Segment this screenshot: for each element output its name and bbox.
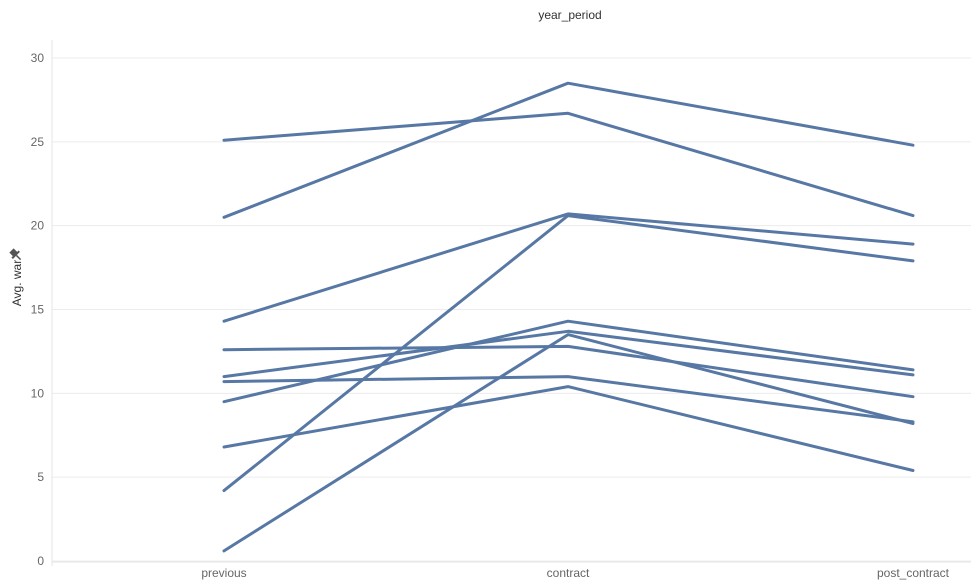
chart-title: year_period [538,8,602,22]
y-axis: 0 5 10 15 20 25 30 [31,40,53,568]
y-tick-label: 0 [37,554,44,568]
x-tick-label-contract: contract [547,566,590,580]
series-line-5[interactable] [222,329,915,379]
series-line-2[interactable] [222,81,915,219]
series-line-10[interactable] [222,333,915,553]
series-line-9[interactable] [222,214,915,493]
series-line-4[interactable] [222,344,915,399]
series-line-3[interactable] [222,212,915,323]
x-axis: previous contract post_contract [52,561,971,580]
x-tick-label-previous: previous [201,566,246,580]
gridlines [52,57,971,562]
y-tick-label: 25 [31,135,45,149]
y-axis-title: Avg. war [10,260,24,306]
y-tick-label: 30 [31,51,45,65]
series-line-6[interactable] [222,375,915,424]
y-tick-label: 15 [31,303,45,317]
series-line-8[interactable] [222,385,915,472]
series-lines [222,81,915,553]
y-tick-label: 20 [31,219,45,233]
series-line-1[interactable] [222,111,915,218]
y-tick-label: 5 [37,470,44,484]
series-line-7[interactable] [222,319,915,404]
y-tick-label: 10 [31,386,45,400]
x-tick-label-post_contract: post_contract [877,566,950,580]
